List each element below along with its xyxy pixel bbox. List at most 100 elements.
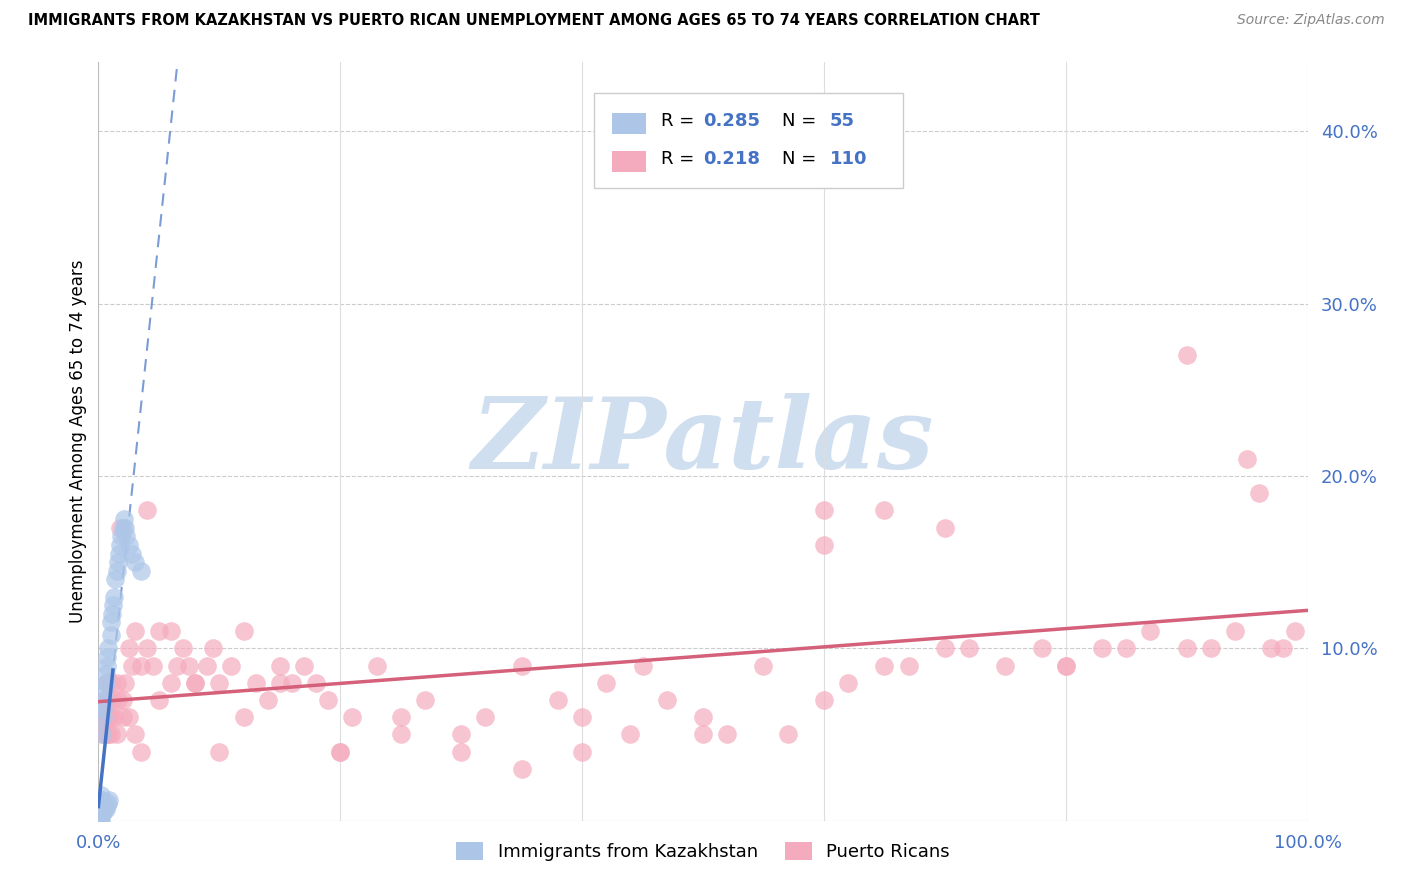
Point: [91, 701, 114, 715]
Point: [91, 805, 114, 819]
Point: [1223, 624, 1246, 639]
Point: [184, 675, 207, 690]
Point: [450, 727, 472, 741]
Point: [776, 727, 799, 741]
Point: [129, 658, 152, 673]
Point: [100, 675, 122, 690]
Point: [897, 658, 920, 673]
Point: [100, 727, 122, 741]
Point: [93, 803, 115, 817]
Text: 110: 110: [830, 150, 868, 168]
Point: [104, 573, 127, 587]
Point: [91, 793, 114, 807]
Point: [90, 805, 112, 819]
Point: [115, 529, 138, 543]
Point: [184, 675, 207, 690]
Point: [100, 710, 122, 724]
Point: [1260, 641, 1282, 656]
Point: [90, 788, 112, 802]
Point: [752, 658, 775, 673]
Point: [450, 745, 472, 759]
Point: [91, 798, 114, 813]
Text: N =: N =: [782, 150, 821, 168]
Point: [90, 797, 112, 811]
Point: [873, 658, 896, 673]
Point: [101, 599, 124, 613]
Point: [232, 710, 254, 724]
Point: [91, 806, 114, 821]
Point: [93, 693, 115, 707]
Point: [89, 800, 111, 814]
Point: [1054, 658, 1077, 673]
Point: [90, 808, 112, 822]
Point: [316, 693, 339, 707]
Point: [595, 675, 617, 690]
Point: [1175, 641, 1198, 656]
Point: [114, 521, 136, 535]
Point: [93, 684, 115, 698]
Point: [179, 658, 201, 673]
Point: [619, 727, 641, 741]
Point: [269, 675, 291, 690]
Point: [208, 675, 231, 690]
Point: [108, 547, 131, 561]
Point: [292, 658, 315, 673]
Point: [90, 814, 112, 828]
Point: [510, 658, 533, 673]
Point: [129, 745, 152, 759]
Point: [91, 801, 114, 815]
FancyBboxPatch shape: [613, 151, 647, 172]
Point: [107, 693, 129, 707]
Point: [474, 710, 496, 724]
Point: [1236, 451, 1258, 466]
Point: [94, 727, 117, 741]
Point: [655, 693, 678, 707]
Point: [160, 624, 183, 639]
Point: [97, 727, 120, 741]
Point: [93, 800, 115, 814]
Point: [93, 710, 115, 724]
Point: [110, 529, 132, 543]
Point: [571, 710, 593, 724]
Text: R =: R =: [661, 150, 700, 168]
Point: [813, 538, 835, 552]
Text: 0.285: 0.285: [703, 112, 761, 130]
Point: [91, 797, 114, 811]
Point: [91, 727, 114, 741]
Point: [813, 503, 835, 517]
Point: [100, 627, 122, 641]
Point: [1031, 641, 1053, 656]
Point: [245, 675, 267, 690]
Point: [124, 727, 146, 741]
Point: [89, 805, 111, 819]
Text: 0.218: 0.218: [703, 150, 761, 168]
Point: [97, 797, 120, 811]
Point: [148, 693, 170, 707]
Point: [96, 798, 118, 813]
Point: [142, 658, 165, 673]
Point: [101, 693, 124, 707]
Point: [90, 793, 112, 807]
Point: [97, 641, 120, 656]
Point: [1115, 641, 1137, 656]
Point: [96, 649, 118, 664]
Point: [957, 641, 980, 656]
Point: [510, 762, 533, 776]
Point: [91, 727, 114, 741]
Point: [1175, 348, 1198, 362]
Point: [93, 693, 115, 707]
Point: [994, 658, 1017, 673]
Point: [111, 710, 134, 724]
Point: [547, 693, 569, 707]
Point: [96, 710, 118, 724]
Point: [105, 675, 128, 690]
Point: [195, 658, 218, 673]
Point: [97, 693, 120, 707]
Text: R =: R =: [661, 112, 700, 130]
Point: [281, 675, 304, 690]
Point: [94, 727, 117, 741]
Point: [107, 555, 129, 569]
Point: [813, 693, 835, 707]
Point: [202, 641, 225, 656]
Point: [342, 710, 364, 724]
